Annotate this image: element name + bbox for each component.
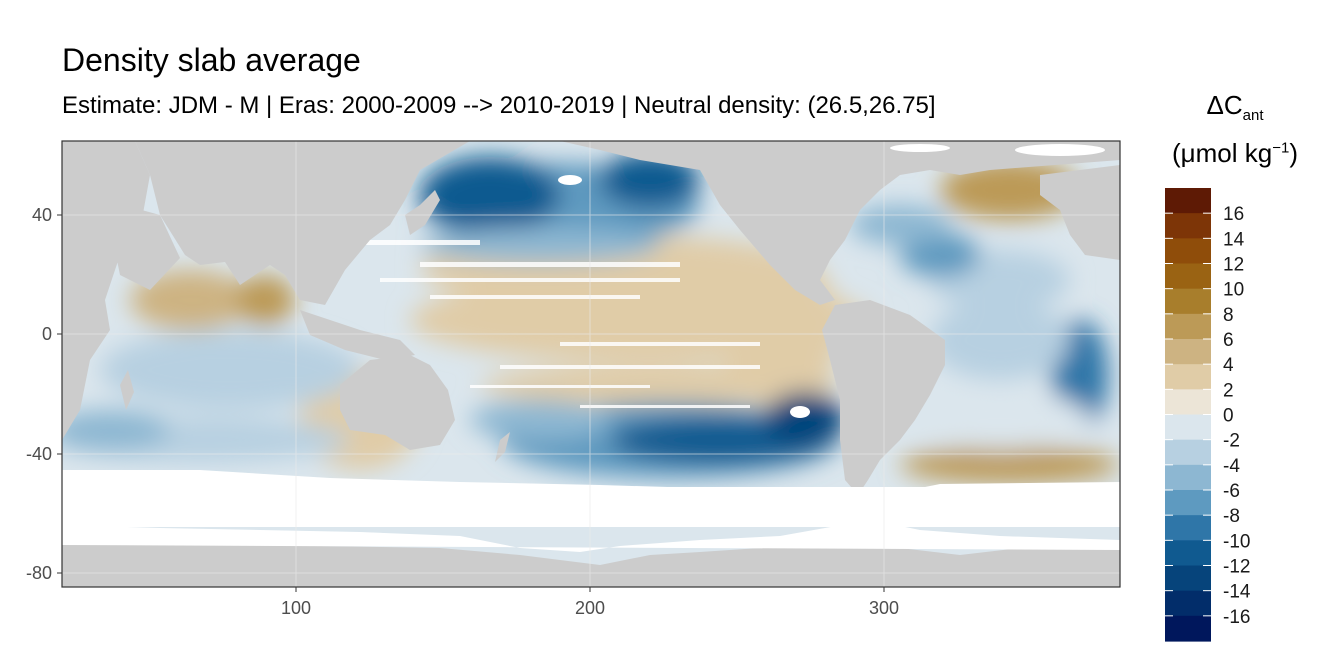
legend-swatch bbox=[1165, 615, 1211, 642]
legend-label: 0 bbox=[1223, 406, 1234, 427]
field-na-3 bbox=[900, 233, 980, 277]
legend-swatch bbox=[1165, 188, 1211, 214]
legend-swatch bbox=[1165, 590, 1211, 617]
gridlines bbox=[62, 141, 1120, 587]
field-io-2 bbox=[130, 270, 250, 330]
legend-label: 2 bbox=[1223, 380, 1234, 401]
field-np-2 bbox=[420, 157, 560, 233]
legend-title-units: (μmol kg bbox=[1172, 138, 1273, 168]
field-io-5 bbox=[62, 410, 170, 450]
legend-label: -4 bbox=[1223, 456, 1240, 477]
x-tick-label: 200 bbox=[575, 598, 605, 618]
field-np-3 bbox=[600, 152, 700, 208]
legend-label: -2 bbox=[1223, 431, 1240, 452]
land-europe bbox=[1040, 165, 1120, 260]
legend-swatch bbox=[1165, 313, 1211, 340]
legend-swatch bbox=[1165, 339, 1211, 365]
legend-title-delta-c: ΔC bbox=[1206, 90, 1243, 120]
legend-label: 16 bbox=[1223, 204, 1244, 225]
legend-swatch bbox=[1165, 464, 1211, 491]
white-patch-3 bbox=[1015, 144, 1105, 156]
land-north-america bbox=[560, 141, 1120, 305]
field-np-4 bbox=[420, 227, 660, 263]
legend-label: 8 bbox=[1223, 305, 1234, 326]
plot-subtitle: Estimate: JDM - M | Eras: 2000-2009 --> … bbox=[62, 92, 936, 119]
ocean-field bbox=[62, 152, 1120, 483]
y-tick-label: 0 bbox=[42, 324, 52, 344]
streak-5 bbox=[500, 365, 760, 369]
x-tick-label: 300 bbox=[869, 598, 899, 618]
legend-swatch bbox=[1165, 414, 1211, 441]
legend-label: -14 bbox=[1223, 582, 1251, 603]
field-na-4 bbox=[850, 205, 950, 245]
legend-title-line2: (μmol kg−1) bbox=[1160, 138, 1310, 169]
y-axis-ticks bbox=[57, 214, 62, 574]
streak-3 bbox=[430, 295, 640, 299]
field-sa-2 bbox=[900, 447, 1120, 483]
white-patch-1 bbox=[558, 175, 582, 185]
streak-4 bbox=[560, 342, 760, 346]
field-sa-4 bbox=[930, 300, 1070, 380]
legend-swatch bbox=[1165, 439, 1211, 466]
legend-swatch bbox=[1165, 389, 1211, 416]
land-madagascar bbox=[120, 370, 134, 410]
legend-title-sup: −1 bbox=[1272, 139, 1290, 157]
legend-title-sub: ant bbox=[1242, 107, 1264, 125]
legend-title-close: ) bbox=[1289, 138, 1298, 168]
streak-2 bbox=[380, 278, 680, 282]
land-sea-islands bbox=[300, 310, 415, 360]
legend-swatch bbox=[1165, 540, 1211, 567]
y-tick-label: 40 bbox=[32, 205, 52, 225]
legend-label: 6 bbox=[1223, 330, 1234, 351]
legend-swatch bbox=[1165, 263, 1211, 290]
legend-label: -10 bbox=[1223, 531, 1250, 552]
panel-border bbox=[61, 140, 1121, 588]
southern-ocean-edge bbox=[62, 470, 1120, 500]
legend-swatch bbox=[1165, 490, 1211, 516]
plot-title: Density slab average bbox=[62, 42, 361, 78]
streak-8 bbox=[300, 240, 480, 245]
field-sp-4 bbox=[470, 400, 610, 440]
field-io-3 bbox=[235, 275, 295, 325]
streaks bbox=[300, 240, 760, 408]
white-patch-2 bbox=[790, 406, 810, 418]
legend-swatch bbox=[1165, 213, 1211, 239]
legend-swatch bbox=[1165, 515, 1211, 541]
legend-label: -8 bbox=[1223, 506, 1240, 527]
legend-label: -6 bbox=[1223, 481, 1240, 502]
legend-label: -12 bbox=[1223, 557, 1250, 578]
land-eurasia bbox=[135, 141, 470, 305]
legend-label: -16 bbox=[1223, 607, 1250, 628]
legend-colorbar bbox=[1165, 188, 1211, 642]
antarctic-shelf bbox=[62, 520, 1120, 552]
y-tick-label: -40 bbox=[26, 444, 52, 464]
legend-labels: 16 14 12 10 8 6 4 2 0 -2 -4 -6 -8 -10 -12 -14 -16 bbox=[1223, 204, 1251, 628]
legend-swatch bbox=[1165, 364, 1211, 390]
legend-label: 4 bbox=[1223, 355, 1234, 376]
streak-7 bbox=[580, 405, 750, 408]
field-sa-3 bbox=[910, 390, 1090, 450]
map-panel bbox=[62, 141, 1120, 587]
land-australia bbox=[340, 355, 455, 450]
legend-label: 12 bbox=[1223, 255, 1244, 276]
field-io-1 bbox=[100, 330, 360, 410]
streak-6 bbox=[470, 385, 650, 388]
x-tick-label: 100 bbox=[281, 598, 311, 618]
streak-1 bbox=[420, 262, 680, 267]
legend-swatch bbox=[1165, 565, 1211, 592]
legend-title-line1: ΔCant bbox=[1160, 90, 1310, 124]
land-arabia bbox=[105, 200, 180, 290]
x-axis-ticks bbox=[295, 587, 885, 592]
no-data bbox=[62, 144, 1120, 552]
legend-swatch bbox=[1165, 238, 1211, 265]
legend-label: 10 bbox=[1223, 280, 1244, 301]
field-sp-3 bbox=[765, 392, 845, 448]
y-tick-label: -80 bbox=[26, 563, 52, 583]
legend-label: 14 bbox=[1223, 229, 1245, 250]
legend-swatch bbox=[1165, 288, 1211, 315]
white-patch-4 bbox=[890, 144, 950, 152]
land-japan bbox=[405, 190, 440, 235]
